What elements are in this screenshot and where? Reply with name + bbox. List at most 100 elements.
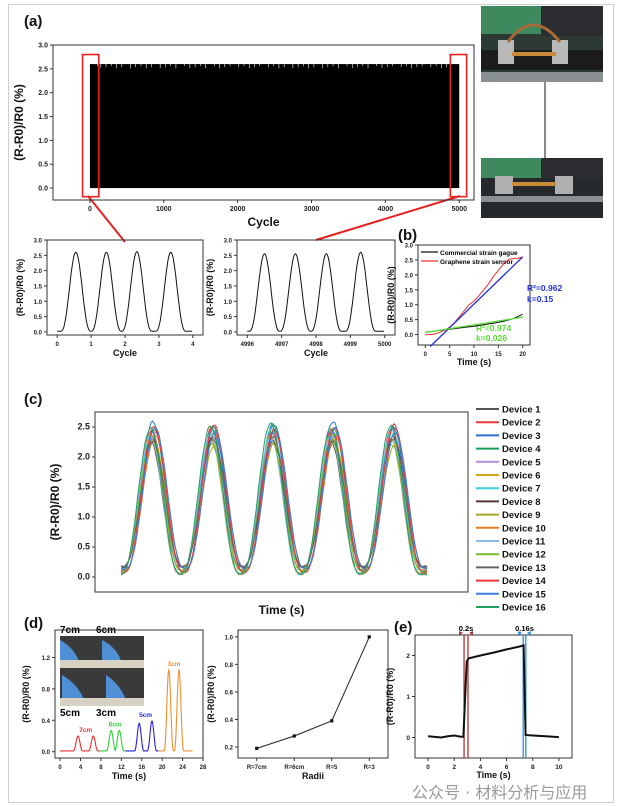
- ytick-label-d-left-2: 0.8: [42, 687, 51, 693]
- ytick-label-c-4: 2.0: [77, 452, 90, 462]
- ytick-label-c-0: 0.0: [77, 572, 90, 582]
- response-arrow-icon-0: [459, 631, 473, 635]
- xlabel-c: Time (s): [259, 603, 305, 617]
- plot-c: 0.0 0.5 1.0 1.5 2.0 2.5 Time (s) (R-R0)/R0 (%) D…: [48, 405, 547, 618]
- xtick-label-d-left-1: 4: [79, 765, 83, 771]
- xtick-label-a-main-4: 4000: [378, 206, 394, 213]
- xtick-label-d-left-5: 20: [159, 765, 166, 771]
- zoom-arrow-start: [87, 195, 126, 243]
- xtick-label-d-left-0: 0: [58, 765, 62, 771]
- xlabel-a-main: Cycle: [247, 215, 279, 229]
- ytick-label-d-left-3: 1.2: [42, 656, 51, 662]
- series-label-d-6cm: 6cm: [109, 722, 122, 729]
- xtick-label-a-end-2: 4998: [309, 342, 323, 348]
- legend-b: Commercial strain gague Graphene strain …: [421, 250, 518, 266]
- xtick-label-d-left-6: 24: [179, 765, 186, 771]
- xtick-label-a-start-3: 3: [157, 342, 161, 348]
- legend-c-label-16: Device 16: [502, 603, 546, 614]
- ylabel-e: (R-R0)/R0 (%): [385, 668, 395, 726]
- ytick-label-b-0: 0.0: [405, 333, 414, 339]
- ylabel-d-left: (R-R0)/R0 (%): [21, 665, 31, 723]
- panel-label-c: (c): [24, 391, 42, 408]
- ytick-label-a-start-6: 3.0: [34, 239, 43, 245]
- xtick-label-d-left-2: 8: [99, 765, 103, 771]
- panel-label-b: (b): [398, 227, 417, 244]
- ytick-label-d-right-4: 1.0: [225, 635, 234, 641]
- zoom-arrow-end: [315, 195, 461, 241]
- plot-a-end: 0.0 0.5 1.0 1.5 2.0 2.5 3.0 4996 4997 4998 4999 500…: [205, 239, 396, 358]
- ytick-label-a-end-2: 1.0: [224, 300, 233, 306]
- xtick-label-a-main-0: 0: [88, 206, 92, 213]
- xtick-label-b-2: 10: [471, 352, 478, 358]
- xtick-label-b-3: 15: [495, 352, 502, 358]
- series-label-d-7cm: 7cm: [79, 727, 92, 734]
- panel-label-a: (a): [24, 13, 42, 30]
- xtick-label-a-end-4: 5000: [378, 342, 392, 348]
- ytick-label-a-end-4: 2.0: [224, 269, 233, 275]
- xlabel-a-start: Cycle: [113, 348, 137, 358]
- ytick-label-b-4: 2.0: [405, 273, 414, 279]
- ylabel-c: (R-R0)/R0 (%): [48, 464, 62, 541]
- xtick-label-a-start-4: 4: [191, 342, 195, 348]
- panel-label-e: (e): [394, 619, 412, 636]
- ytick-label-a-main-3: 1.5: [38, 114, 48, 121]
- xtick-label-b-1: 5: [448, 352, 452, 358]
- ytick-label-b-2: 1.0: [405, 303, 414, 309]
- series-line-e: [428, 643, 559, 739]
- series-line-d-7cm: [60, 735, 100, 752]
- legend-c-label-10: Device 10: [502, 523, 546, 534]
- ytick-label-a-end-1: 0.5: [224, 315, 233, 321]
- ytick-label-b-3: 1.5: [405, 288, 414, 294]
- xtick-label-a-start-1: 1: [89, 342, 93, 348]
- response-time-label-0: 0.2s: [459, 624, 474, 633]
- ytick-label-e-0: 0: [406, 735, 410, 742]
- plot-d-right: 0.2 0.4 0.6 0.8 1.0 Radii (R-R0)/R0 (%) R=7cm R=…: [206, 629, 389, 781]
- ylabel-a-start: (R-R0)/R0 (%): [15, 259, 25, 317]
- annotation-b-k-blue: k=0.15: [527, 294, 554, 304]
- ytick-label-b-5: 2.5: [405, 258, 414, 264]
- plot-frame-d-right: [237, 629, 389, 759]
- cycle-data-envelope: [89, 64, 460, 189]
- ytick-label-d-left-0: 0.0: [42, 750, 51, 756]
- series-label-d-5cm: 5cm: [139, 712, 152, 719]
- photo-label-5cm: 5cm: [60, 708, 80, 719]
- plot-a-start: 0.0 0.5 1.0 1.5 2.0 2.5 3.0 0 1 2 3 4 Cycle (R-R0)/R0…: [15, 239, 204, 358]
- legend-c-label-11: Device 11: [502, 537, 546, 548]
- legend-c-label-2: Device 2: [502, 418, 541, 429]
- watermark: 公众号 · 材料分析与应用: [412, 783, 587, 802]
- bending-photos-inset: [60, 636, 144, 706]
- ytick-label-d-right-1: 0.4: [225, 718, 234, 724]
- xtick-label-a-start-2: 2: [123, 342, 127, 348]
- ytick-label-c-3: 1.5: [77, 482, 90, 492]
- series-line-c-13: [120, 435, 428, 569]
- plot-frame-c: [94, 411, 469, 593]
- ytick-label-c-5: 2.5: [77, 422, 90, 432]
- photo-label-3cm: 3cm: [96, 708, 116, 719]
- response-time-label-1: 0.16s: [515, 624, 534, 633]
- plot-a-main: 0.0 0.5 1.0 1.5 2.0 2.5 3.0 0 1000 2000 3000 4000 50…: [12, 43, 475, 229]
- ytick-label-c-2: 1.0: [77, 512, 90, 522]
- xtick-label-a-start-0: 0: [56, 342, 60, 348]
- xtick-label-d-left-7: 28: [200, 765, 207, 771]
- xtick-label-b-4: 20: [519, 352, 526, 358]
- legend-b-label-1: Graphene strain sensor: [440, 259, 513, 266]
- ytick-label-a-end-3: 1.5: [224, 284, 233, 290]
- highlight-box-0: [81, 53, 100, 198]
- xtick-label-a-main-1: 1000: [156, 206, 172, 213]
- ytick-label-a-start-1: 0.5: [34, 315, 43, 321]
- series-line-c-14: [120, 422, 428, 574]
- ytick-label-e-2: 2: [406, 653, 410, 660]
- ytick-label-a-end-5: 2.5: [224, 254, 233, 260]
- legend-c-label-1: Device 1: [502, 405, 541, 416]
- series-label-d-3cm: 3cm: [167, 661, 180, 668]
- series-line-a-end: [247, 251, 384, 332]
- ytick-label-a-start-4: 2.0: [34, 269, 43, 275]
- legend-c-label-3: Device 3: [502, 431, 541, 442]
- ylabel-a-main: (R-R0)/R0 (%): [12, 84, 26, 161]
- ytick-label-d-right-3: 0.8: [225, 663, 234, 669]
- plot-b: 0.0 0.5 1.0 1.5 2.0 2.5 3.0 0 5 10 15 20 Time (s) (R-…: [386, 244, 531, 367]
- xlabel-e: Time (s): [476, 770, 510, 780]
- data-point-R=7cm: [255, 746, 259, 750]
- ytick-label-a-start-2: 1.0: [34, 300, 43, 306]
- response-arrow-icon-1: [518, 631, 531, 635]
